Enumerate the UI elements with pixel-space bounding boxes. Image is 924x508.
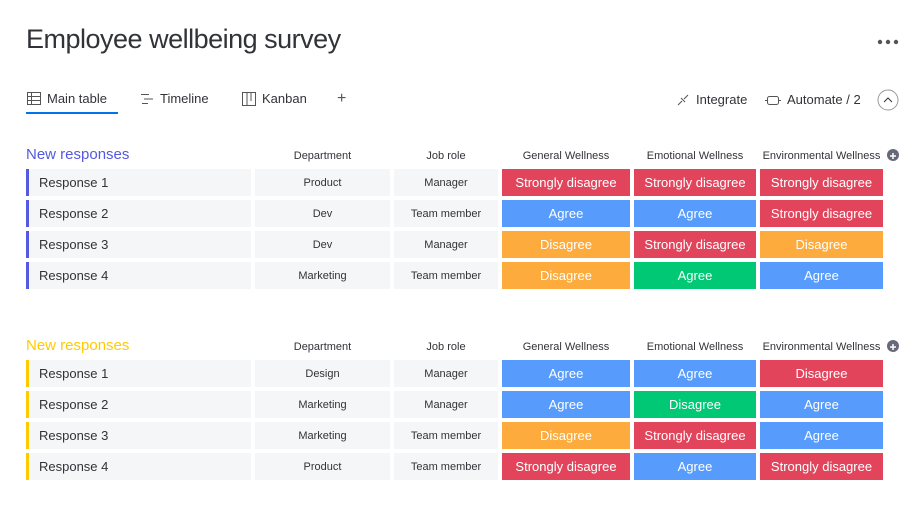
integrate-icon [677, 94, 689, 106]
status-cell[interactable]: Agree [634, 453, 756, 480]
status-cell[interactable]: Strongly disagree [760, 169, 883, 196]
department-cell: Marketing [255, 262, 390, 289]
status-cell[interactable]: Disagree [634, 391, 756, 418]
status-cell[interactable]: Disagree [760, 360, 883, 387]
item-name[interactable]: Response 1 [26, 169, 251, 196]
action-button[interactable]: Automate / 2 [787, 92, 861, 107]
status-cell[interactable]: Agree [502, 391, 630, 418]
role-cell: Team member [394, 453, 498, 480]
department-cell: Design [255, 360, 390, 387]
status-cell[interactable]: Agree [760, 262, 883, 289]
view-tab[interactable]: Kanban [262, 91, 307, 106]
active-tab-underline [26, 112, 118, 114]
add-view[interactable]: + [337, 90, 347, 107]
role-cell: Manager [394, 360, 498, 387]
status-cell[interactable]: Strongly disagree [502, 453, 630, 480]
status-cell[interactable]: Disagree [502, 262, 630, 289]
column-header: Emotional Wellness [646, 150, 744, 162]
item-name[interactable]: Response 3 [26, 231, 251, 258]
view-tab[interactable]: Main table [47, 91, 107, 106]
column-header: Job role [426, 150, 466, 162]
item-name[interactable]: Response 2 [26, 200, 251, 227]
role-cell: Manager [394, 391, 498, 418]
column-header: Emotional Wellness [646, 341, 744, 353]
status-cell[interactable]: Agree [634, 200, 756, 227]
status-cell[interactable]: Strongly disagree [634, 169, 756, 196]
department-cell: Product [255, 453, 390, 480]
view-tab[interactable]: Timeline [160, 91, 209, 106]
add-column[interactable] [887, 149, 899, 161]
status-cell[interactable]: Agree [502, 360, 630, 387]
status-cell[interactable]: Strongly disagree [760, 453, 883, 480]
status-cell[interactable]: Disagree [502, 422, 630, 449]
department-cell: Dev [255, 200, 390, 227]
item-name[interactable]: Response 3 [26, 422, 251, 449]
automate-icon [765, 96, 781, 105]
status-cell[interactable]: Strongly disagree [634, 231, 756, 258]
status-cell[interactable]: Disagree [502, 231, 630, 258]
status-cell[interactable]: Agree [634, 360, 756, 387]
status-cell[interactable]: Agree [502, 200, 630, 227]
column-header: General Wellness [522, 341, 610, 353]
column-header: Department [293, 150, 352, 162]
group-title[interactable]: New responses [26, 337, 130, 354]
kanban-icon [242, 92, 256, 106]
column-header: Job role [426, 341, 466, 353]
page-title: Employee wellbeing survey [26, 24, 341, 54]
status-cell[interactable]: Agree [760, 422, 883, 449]
timeline-icon [141, 94, 153, 104]
role-cell: Team member [394, 422, 498, 449]
column-header: Environmental Wellness [762, 341, 881, 353]
column-header: Environmental Wellness [762, 150, 881, 162]
status-cell[interactable]: Strongly disagree [634, 422, 756, 449]
role-cell: Manager [394, 169, 498, 196]
department-cell: Dev [255, 231, 390, 258]
item-name[interactable]: Response 4 [26, 262, 251, 289]
add-column[interactable] [887, 340, 899, 352]
more-menu[interactable] [876, 38, 902, 46]
item-name[interactable]: Response 4 [26, 453, 251, 480]
status-cell[interactable]: Agree [760, 391, 883, 418]
item-name[interactable]: Response 1 [26, 360, 251, 387]
department-cell: Marketing [255, 391, 390, 418]
status-cell[interactable]: Agree [634, 262, 756, 289]
role-cell: Manager [394, 231, 498, 258]
status-cell[interactable]: Strongly disagree [502, 169, 630, 196]
action-button[interactable]: Integrate [696, 92, 748, 107]
column-header: Department [293, 341, 352, 353]
status-cell[interactable]: Strongly disagree [760, 200, 883, 227]
column-header: General Wellness [522, 150, 610, 162]
department-cell: Marketing [255, 422, 390, 449]
department-cell: Product [255, 169, 390, 196]
role-cell: Team member [394, 262, 498, 289]
collapse-button[interactable] [877, 89, 899, 111]
table-icon [27, 92, 41, 105]
status-cell[interactable]: Disagree [760, 231, 883, 258]
role-cell: Team member [394, 200, 498, 227]
item-name[interactable]: Response 2 [26, 391, 251, 418]
group-title[interactable]: New responses [26, 146, 130, 163]
